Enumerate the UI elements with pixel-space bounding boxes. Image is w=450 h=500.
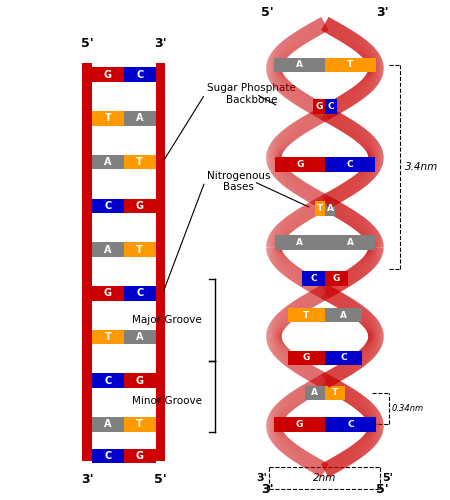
- Text: 5': 5': [382, 473, 394, 483]
- Bar: [274, 235, 325, 250]
- Bar: [124, 111, 156, 126]
- Bar: [325, 235, 375, 250]
- Text: 3': 3': [376, 6, 389, 19]
- Text: 5': 5': [376, 482, 389, 496]
- Text: A: A: [296, 238, 303, 247]
- Text: G: G: [136, 201, 144, 211]
- Text: A: A: [327, 204, 333, 213]
- Bar: [92, 448, 124, 464]
- Bar: [92, 68, 124, 82]
- Bar: [92, 155, 124, 170]
- Bar: [92, 111, 124, 126]
- Bar: [302, 272, 325, 286]
- Text: C: C: [347, 420, 354, 429]
- Bar: [82, 62, 92, 461]
- Text: T: T: [303, 310, 309, 320]
- Bar: [274, 58, 325, 72]
- Bar: [325, 99, 337, 114]
- Bar: [325, 308, 362, 322]
- Text: T: T: [332, 388, 338, 398]
- Text: T: T: [136, 244, 143, 254]
- Text: G: G: [315, 102, 323, 110]
- Text: A: A: [346, 238, 354, 247]
- Bar: [274, 417, 325, 432]
- Bar: [124, 68, 156, 82]
- Text: Minor Groove: Minor Groove: [132, 396, 202, 406]
- Bar: [124, 286, 156, 300]
- Text: T: T: [317, 204, 323, 213]
- Text: C: C: [136, 70, 144, 80]
- Text: T: T: [347, 60, 353, 70]
- Text: A: A: [104, 420, 112, 430]
- Text: C: C: [104, 201, 112, 211]
- Bar: [325, 58, 376, 72]
- Text: 3.4nm: 3.4nm: [405, 162, 438, 172]
- Bar: [315, 201, 325, 216]
- Bar: [275, 157, 325, 172]
- Text: A: A: [340, 310, 347, 320]
- Text: Sugar Phosphate
Backbone: Sugar Phosphate Backbone: [207, 84, 296, 105]
- Bar: [124, 330, 156, 344]
- Text: G: G: [104, 70, 112, 80]
- Text: T: T: [104, 114, 111, 124]
- Bar: [92, 330, 124, 344]
- Text: T: T: [136, 157, 143, 167]
- Bar: [325, 417, 376, 432]
- Bar: [92, 198, 124, 213]
- Bar: [124, 155, 156, 170]
- Text: Nitrogenous
Bases: Nitrogenous Bases: [207, 170, 270, 192]
- Text: A: A: [136, 332, 144, 342]
- Bar: [92, 417, 124, 432]
- Bar: [325, 157, 374, 172]
- Text: G: G: [136, 376, 144, 386]
- Text: G: G: [104, 288, 112, 298]
- Bar: [124, 242, 156, 257]
- Bar: [124, 198, 156, 213]
- Bar: [288, 350, 325, 365]
- Text: G: G: [333, 274, 340, 283]
- Text: 3': 3': [261, 482, 274, 496]
- Bar: [313, 99, 325, 114]
- Text: 3': 3': [81, 473, 94, 486]
- Text: C: C: [310, 274, 317, 283]
- Text: A: A: [136, 114, 144, 124]
- Text: T: T: [136, 420, 143, 430]
- Bar: [124, 417, 156, 432]
- Bar: [305, 386, 325, 400]
- Text: 5': 5': [261, 6, 274, 19]
- Text: 0.34nm: 0.34nm: [392, 404, 424, 413]
- Text: C: C: [328, 102, 334, 110]
- Bar: [92, 242, 124, 257]
- Bar: [92, 374, 124, 388]
- Text: A: A: [104, 244, 112, 254]
- Bar: [124, 374, 156, 388]
- Text: 5': 5': [154, 473, 167, 486]
- Bar: [325, 386, 345, 400]
- Text: A: A: [296, 60, 303, 70]
- Text: A: A: [104, 157, 112, 167]
- Text: A: A: [311, 388, 318, 398]
- Text: G: G: [297, 160, 304, 169]
- Bar: [288, 308, 325, 322]
- Bar: [156, 62, 166, 461]
- Bar: [92, 286, 124, 300]
- Text: G: G: [296, 420, 303, 429]
- Text: C: C: [104, 376, 112, 386]
- Text: 3': 3': [154, 38, 167, 51]
- Text: C: C: [104, 451, 112, 461]
- Text: 5': 5': [81, 38, 94, 51]
- Text: G: G: [136, 451, 144, 461]
- Text: T: T: [104, 332, 111, 342]
- Text: G: G: [302, 354, 310, 362]
- Text: C: C: [346, 160, 353, 169]
- Text: C: C: [136, 288, 144, 298]
- Bar: [325, 201, 335, 216]
- Bar: [124, 448, 156, 464]
- Text: 3': 3': [256, 473, 267, 483]
- Bar: [325, 272, 348, 286]
- Bar: [325, 350, 362, 365]
- Text: 2nm: 2nm: [313, 473, 337, 483]
- Text: Major Groove: Major Groove: [132, 315, 202, 325]
- Text: C: C: [340, 354, 347, 362]
